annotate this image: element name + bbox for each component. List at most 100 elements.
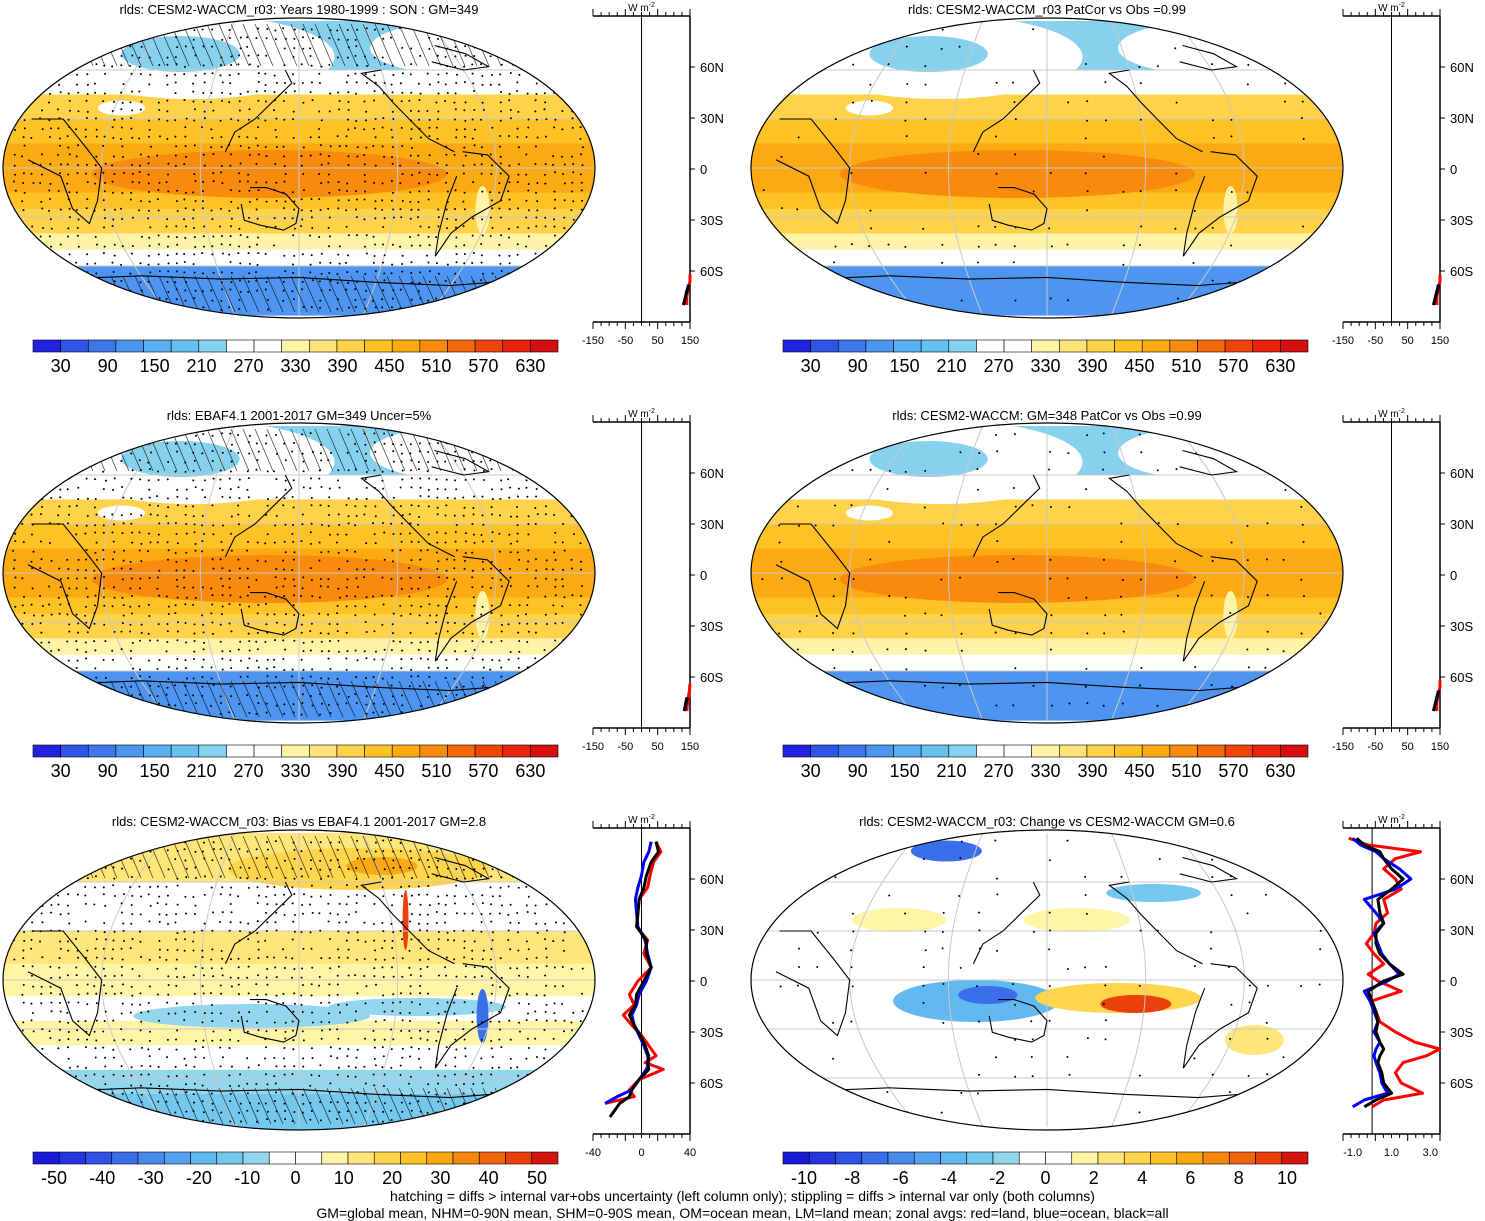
colorbar-swatch bbox=[364, 339, 393, 353]
colorbar-swatch bbox=[143, 744, 172, 758]
colorbar-swatch bbox=[1059, 744, 1088, 758]
colorbar-label: 390 bbox=[1077, 356, 1107, 376]
colorbar-swatch bbox=[1280, 339, 1309, 353]
colorbar-swatch bbox=[115, 339, 144, 353]
colorbar-label: 0 bbox=[290, 1168, 300, 1185]
colorbar-label: 2 bbox=[1089, 1168, 1099, 1185]
graticule bbox=[3, 20, 595, 316]
colorbar-label: 450 bbox=[374, 356, 404, 376]
colorbar-label: 390 bbox=[327, 761, 357, 781]
zonal-line-all bbox=[1432, 690, 1441, 712]
zonal-lat-label: 30S bbox=[700, 1025, 723, 1040]
colorbar-swatch bbox=[502, 744, 531, 758]
zonal-lat-label: 60S bbox=[1450, 1076, 1473, 1091]
colorbar-swatch bbox=[170, 339, 200, 353]
zonal-lat-label: 30N bbox=[700, 517, 724, 532]
colorbar-swatch bbox=[893, 744, 922, 758]
zonal-x-label: 40 bbox=[684, 1147, 696, 1159]
colorbar-label: 90 bbox=[98, 356, 118, 376]
panel-title: rlds: CESM2-WACCM_r03: Change vs CESM2-W… bbox=[859, 814, 1235, 829]
colorbar-swatch bbox=[948, 339, 977, 353]
colorbar-swatch bbox=[920, 744, 950, 758]
colorbar-swatch bbox=[1176, 1151, 1204, 1165]
panel-title: rlds: CESM2-WACCM_r03: Years 1980-1999 :… bbox=[120, 2, 479, 17]
colorbar-label: -40 bbox=[89, 1168, 115, 1185]
colorbar-swatch bbox=[309, 339, 338, 353]
colorbar-label: 510 bbox=[1171, 356, 1201, 376]
colorbar-label: 330 bbox=[1030, 356, 1060, 376]
colorbar-label: -8 bbox=[844, 1168, 860, 1185]
colorbar-swatch bbox=[32, 1151, 60, 1165]
colorbar-label: 20 bbox=[382, 1168, 402, 1185]
colorbar-swatch bbox=[893, 339, 922, 353]
colorbar-swatch bbox=[309, 744, 338, 758]
colorbar-swatch bbox=[452, 1151, 480, 1165]
colorbar-label: 570 bbox=[468, 761, 498, 781]
colorbar-swatch bbox=[1114, 339, 1143, 353]
colorbar-swatch bbox=[1086, 744, 1115, 758]
colorbar-swatch bbox=[948, 744, 977, 758]
zonal-lat-label: 0 bbox=[1450, 568, 1457, 583]
colorbar-label: 210 bbox=[937, 761, 967, 781]
footnote-definitions: GM=global mean, NHM=0-90N mean, SHM=0-90… bbox=[316, 1205, 1169, 1221]
colorbar-swatch bbox=[87, 744, 117, 758]
colorbar-label: 630 bbox=[1265, 761, 1295, 781]
zonal-lat-label: 30S bbox=[700, 619, 723, 634]
colorbar-swatch bbox=[1150, 1151, 1178, 1165]
zonal-lat-label: 60S bbox=[700, 1076, 723, 1091]
colorbar-swatch bbox=[913, 1151, 941, 1165]
colorbar-swatch bbox=[976, 744, 1005, 758]
zonal-x-label: -50 bbox=[1367, 741, 1383, 753]
zonal-line-land bbox=[1348, 836, 1442, 1109]
colorbar-swatch bbox=[242, 1151, 270, 1165]
zonal-lat-label: 60N bbox=[700, 872, 724, 887]
colorbar-swatch bbox=[1031, 744, 1060, 758]
colorbar-swatch bbox=[530, 339, 559, 353]
colorbar-swatch bbox=[1031, 339, 1060, 353]
map-body bbox=[751, 18, 1343, 316]
zonal-line-all bbox=[1355, 837, 1405, 1109]
colorbar-swatch bbox=[976, 339, 1005, 353]
colorbar-swatch bbox=[474, 744, 504, 758]
colorbar-label: 6 bbox=[1185, 1168, 1195, 1185]
colorbar-swatch bbox=[837, 744, 867, 758]
map-outline bbox=[750, 17, 1344, 319]
colorbar-swatch bbox=[170, 744, 200, 758]
zonal-lat-label: 0 bbox=[700, 162, 707, 177]
colorbar-swatch bbox=[253, 744, 282, 758]
zonal-unit: W m-2 bbox=[628, 408, 655, 420]
colorbar-swatch bbox=[60, 339, 89, 353]
zonal-lat-label: 30S bbox=[1450, 213, 1473, 228]
colorbar-swatch bbox=[336, 339, 365, 353]
colorbar-swatch bbox=[447, 744, 476, 758]
colorbar-swatch bbox=[837, 339, 867, 353]
colorbar-swatch bbox=[1169, 339, 1198, 353]
zonal-lat-label: 60S bbox=[700, 670, 723, 685]
zonal-unit: W m-2 bbox=[628, 814, 655, 826]
colorbar-swatch bbox=[87, 339, 117, 353]
colorbar-label: 570 bbox=[1218, 356, 1248, 376]
zonal-lat-label: 60S bbox=[1450, 264, 1473, 279]
zonal-x-label: 50 bbox=[1402, 741, 1414, 753]
colorbar-swatch bbox=[281, 339, 310, 353]
zonal-lat-label: 0 bbox=[1450, 974, 1457, 989]
zonal-lat-label: 60N bbox=[1450, 872, 1474, 887]
colorbar-label: 330 bbox=[1030, 761, 1060, 781]
colorbar-swatch bbox=[966, 1151, 994, 1165]
colorbar-swatch bbox=[115, 744, 144, 758]
zonal-x-label: 150 bbox=[681, 335, 699, 347]
colorbar-swatch bbox=[1071, 1151, 1099, 1165]
colorbar-swatch bbox=[85, 1151, 113, 1165]
colorbar-swatch bbox=[253, 339, 282, 353]
colorbar-swatch bbox=[111, 1151, 139, 1165]
zonal-lat-label: 60S bbox=[700, 264, 723, 279]
zonal-unit: W m-2 bbox=[1378, 2, 1405, 14]
colorbar-swatch bbox=[419, 339, 448, 353]
colorbar-swatch bbox=[1228, 1151, 1256, 1165]
coastlines bbox=[775, 449, 1281, 692]
colorbar-label: -4 bbox=[941, 1168, 957, 1185]
colorbar-label: 30 bbox=[430, 1168, 450, 1185]
panel-title: rlds: EBAF4.1 2001-2017 GM=349 Uncer=5% bbox=[167, 408, 432, 423]
panel-3: rlds: EBAF4.1 2001-2017 GM=349 Uncer=5% 3… bbox=[2, 408, 724, 781]
colorbar-swatch bbox=[60, 744, 89, 758]
